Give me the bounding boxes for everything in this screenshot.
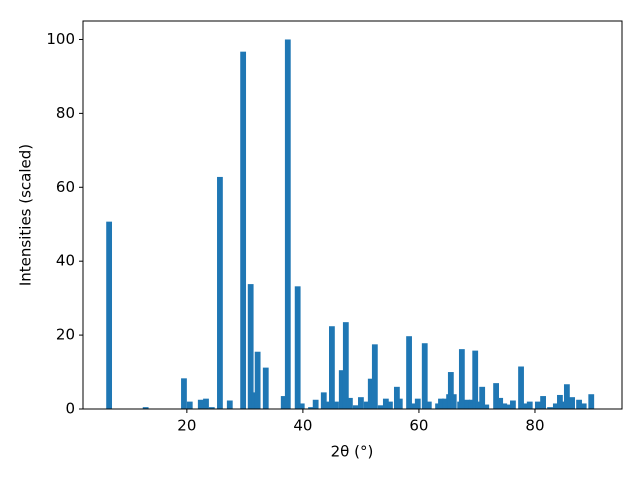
bar — [393, 386, 400, 409]
y-tick-label: 100 — [46, 30, 75, 48]
bar — [371, 344, 378, 409]
bar — [323, 401, 330, 409]
bar — [333, 401, 339, 409]
bar — [497, 397, 504, 409]
bar — [142, 407, 149, 409]
bar — [547, 407, 553, 409]
bar — [510, 400, 516, 409]
bar — [580, 403, 587, 409]
bar — [438, 398, 444, 409]
bar — [450, 394, 457, 409]
bar — [504, 404, 511, 409]
bar — [406, 336, 412, 409]
bar — [251, 392, 258, 409]
bar — [363, 401, 370, 409]
y-tick-label: 0 — [65, 400, 75, 418]
bar — [442, 398, 448, 409]
x-tick-label: 60 — [409, 417, 428, 435]
bar — [247, 284, 254, 409]
bar — [367, 378, 374, 409]
bar — [472, 350, 479, 409]
bar — [576, 399, 582, 409]
bar — [208, 407, 215, 409]
bar — [280, 396, 287, 409]
bar — [479, 386, 486, 409]
bar — [203, 398, 209, 409]
bar — [226, 400, 233, 409]
bar — [493, 383, 499, 409]
x-tick-label: 80 — [525, 417, 544, 435]
bar — [435, 403, 441, 409]
bar — [414, 398, 421, 409]
bar — [447, 372, 454, 409]
bar — [312, 399, 319, 409]
bar — [181, 378, 187, 409]
bar — [396, 398, 403, 409]
x-axis-label: 2θ (°) — [331, 443, 374, 461]
y-tick-label: 80 — [56, 104, 75, 122]
bar — [308, 407, 314, 409]
bar — [483, 404, 490, 409]
y-axis-label: Intensities (scaled) — [17, 144, 35, 286]
bar — [262, 367, 269, 409]
bar — [552, 403, 559, 409]
plot-frame — [82, 20, 623, 410]
bar — [320, 392, 327, 409]
x-tick-label: 40 — [293, 417, 312, 435]
bar — [421, 343, 428, 409]
bar — [563, 384, 570, 409]
bar — [501, 403, 508, 409]
bar — [557, 394, 563, 409]
bar — [197, 399, 204, 409]
x-tick-label: 20 — [177, 417, 196, 435]
bar — [387, 401, 393, 409]
bar — [458, 349, 465, 409]
bar — [540, 396, 546, 409]
bar — [294, 286, 301, 409]
bar — [358, 397, 364, 409]
bar — [475, 401, 482, 409]
bar — [342, 322, 349, 409]
bar — [298, 403, 305, 409]
bar — [329, 326, 335, 409]
bar — [377, 405, 384, 409]
bar — [382, 398, 389, 409]
bar — [526, 401, 533, 409]
bar — [106, 221, 113, 409]
bar — [338, 370, 345, 409]
bar — [410, 403, 417, 409]
bar — [425, 401, 432, 409]
y-tick-label: 60 — [56, 178, 75, 196]
bar — [534, 401, 541, 409]
bar — [240, 51, 247, 410]
bar — [284, 39, 291, 409]
bar — [468, 399, 475, 409]
bar — [588, 394, 595, 409]
bar — [254, 351, 261, 409]
bar — [217, 176, 223, 409]
y-tick-label: 20 — [56, 326, 75, 344]
bar — [522, 403, 529, 409]
bar — [569, 397, 576, 409]
y-tick-label: 40 — [56, 252, 75, 270]
bar — [559, 401, 566, 409]
bar — [464, 399, 470, 409]
bar — [346, 397, 353, 409]
bar — [518, 366, 524, 409]
bar — [186, 401, 193, 409]
bar — [352, 405, 359, 409]
